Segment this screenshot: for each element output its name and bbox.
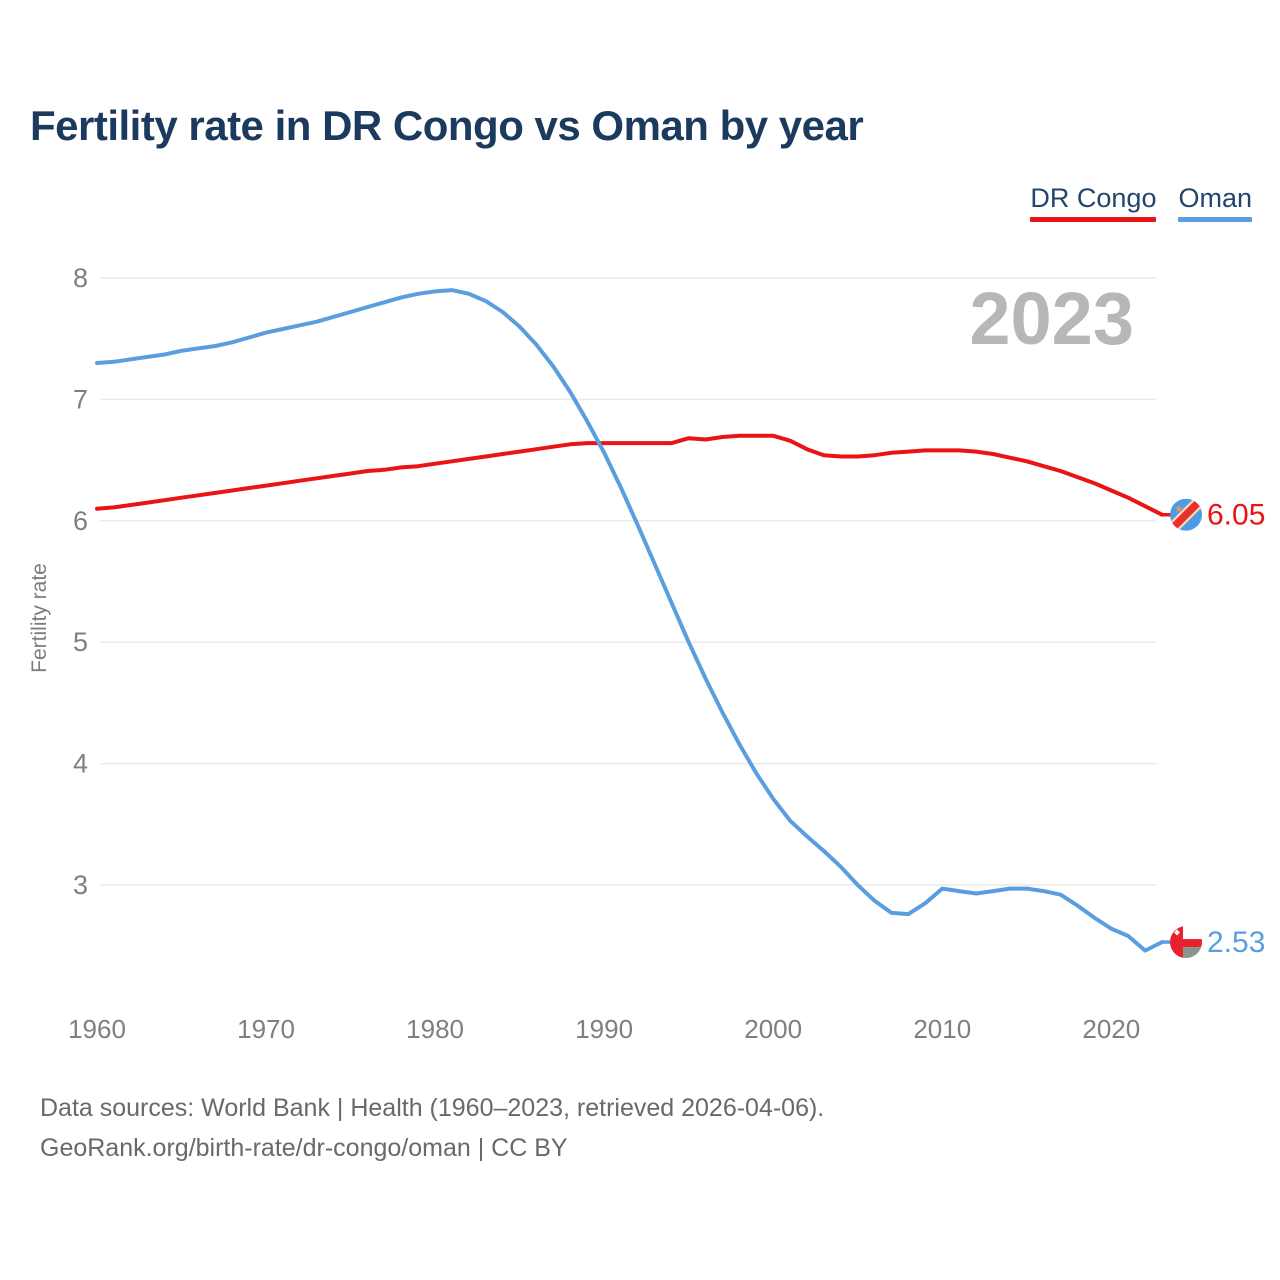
series-line-oman — [95, 288, 1164, 953]
year-watermark: 2023 — [969, 277, 1134, 360]
y-tick-label: 6 — [73, 506, 88, 536]
page-title: Fertility rate in DR Congo vs Oman by ye… — [30, 102, 864, 149]
y-tick-label: 8 — [73, 263, 88, 293]
x-tick-label: 2000 — [744, 1014, 802, 1044]
x-tick-label: 1960 — [68, 1014, 126, 1044]
star-glyph: ★ — [1174, 504, 1184, 516]
y-tick-label: 7 — [73, 384, 88, 414]
legend-underline-dr-congo — [1030, 217, 1157, 222]
x-tick-label: 2010 — [913, 1014, 971, 1044]
series-line-dr-congo — [95, 433, 1164, 517]
footer: Data sources: World Bank | Health (1960–… — [40, 1088, 824, 1168]
dr-congo-flag-icon: ★ — [1170, 498, 1202, 531]
end-value-label-oman: 2.53 — [1207, 926, 1265, 959]
x-tick-label: 2020 — [1082, 1014, 1140, 1044]
y-tick-label: 4 — [73, 749, 88, 779]
legend-underline-oman — [1178, 217, 1252, 222]
legend: DR Congo Oman — [1030, 183, 1252, 222]
oman-flag-icon — [1170, 926, 1202, 959]
y-axis-label: Fertility rate — [28, 563, 51, 673]
legend-item-dr-congo[interactable]: DR Congo — [1030, 183, 1157, 222]
x-tick-label: 1980 — [406, 1014, 464, 1044]
end-value-label-dr-congo: 6.05 — [1207, 499, 1265, 532]
legend-item-oman[interactable]: Oman — [1178, 183, 1252, 222]
x-tick-label: 1970 — [237, 1014, 295, 1044]
legend-label-oman: Oman — [1178, 183, 1252, 213]
y-tick-label: 3 — [73, 870, 88, 900]
y-tick-label: 5 — [73, 627, 88, 657]
legend-label-dr-congo: DR Congo — [1030, 183, 1157, 213]
x-tick-label: 1990 — [575, 1014, 633, 1044]
footer-sources: Data sources: World Bank | Health (1960–… — [40, 1094, 825, 1122]
footer-attribution: GeoRank.org/birth-rate/dr-congo/oman | C… — [40, 1134, 568, 1162]
